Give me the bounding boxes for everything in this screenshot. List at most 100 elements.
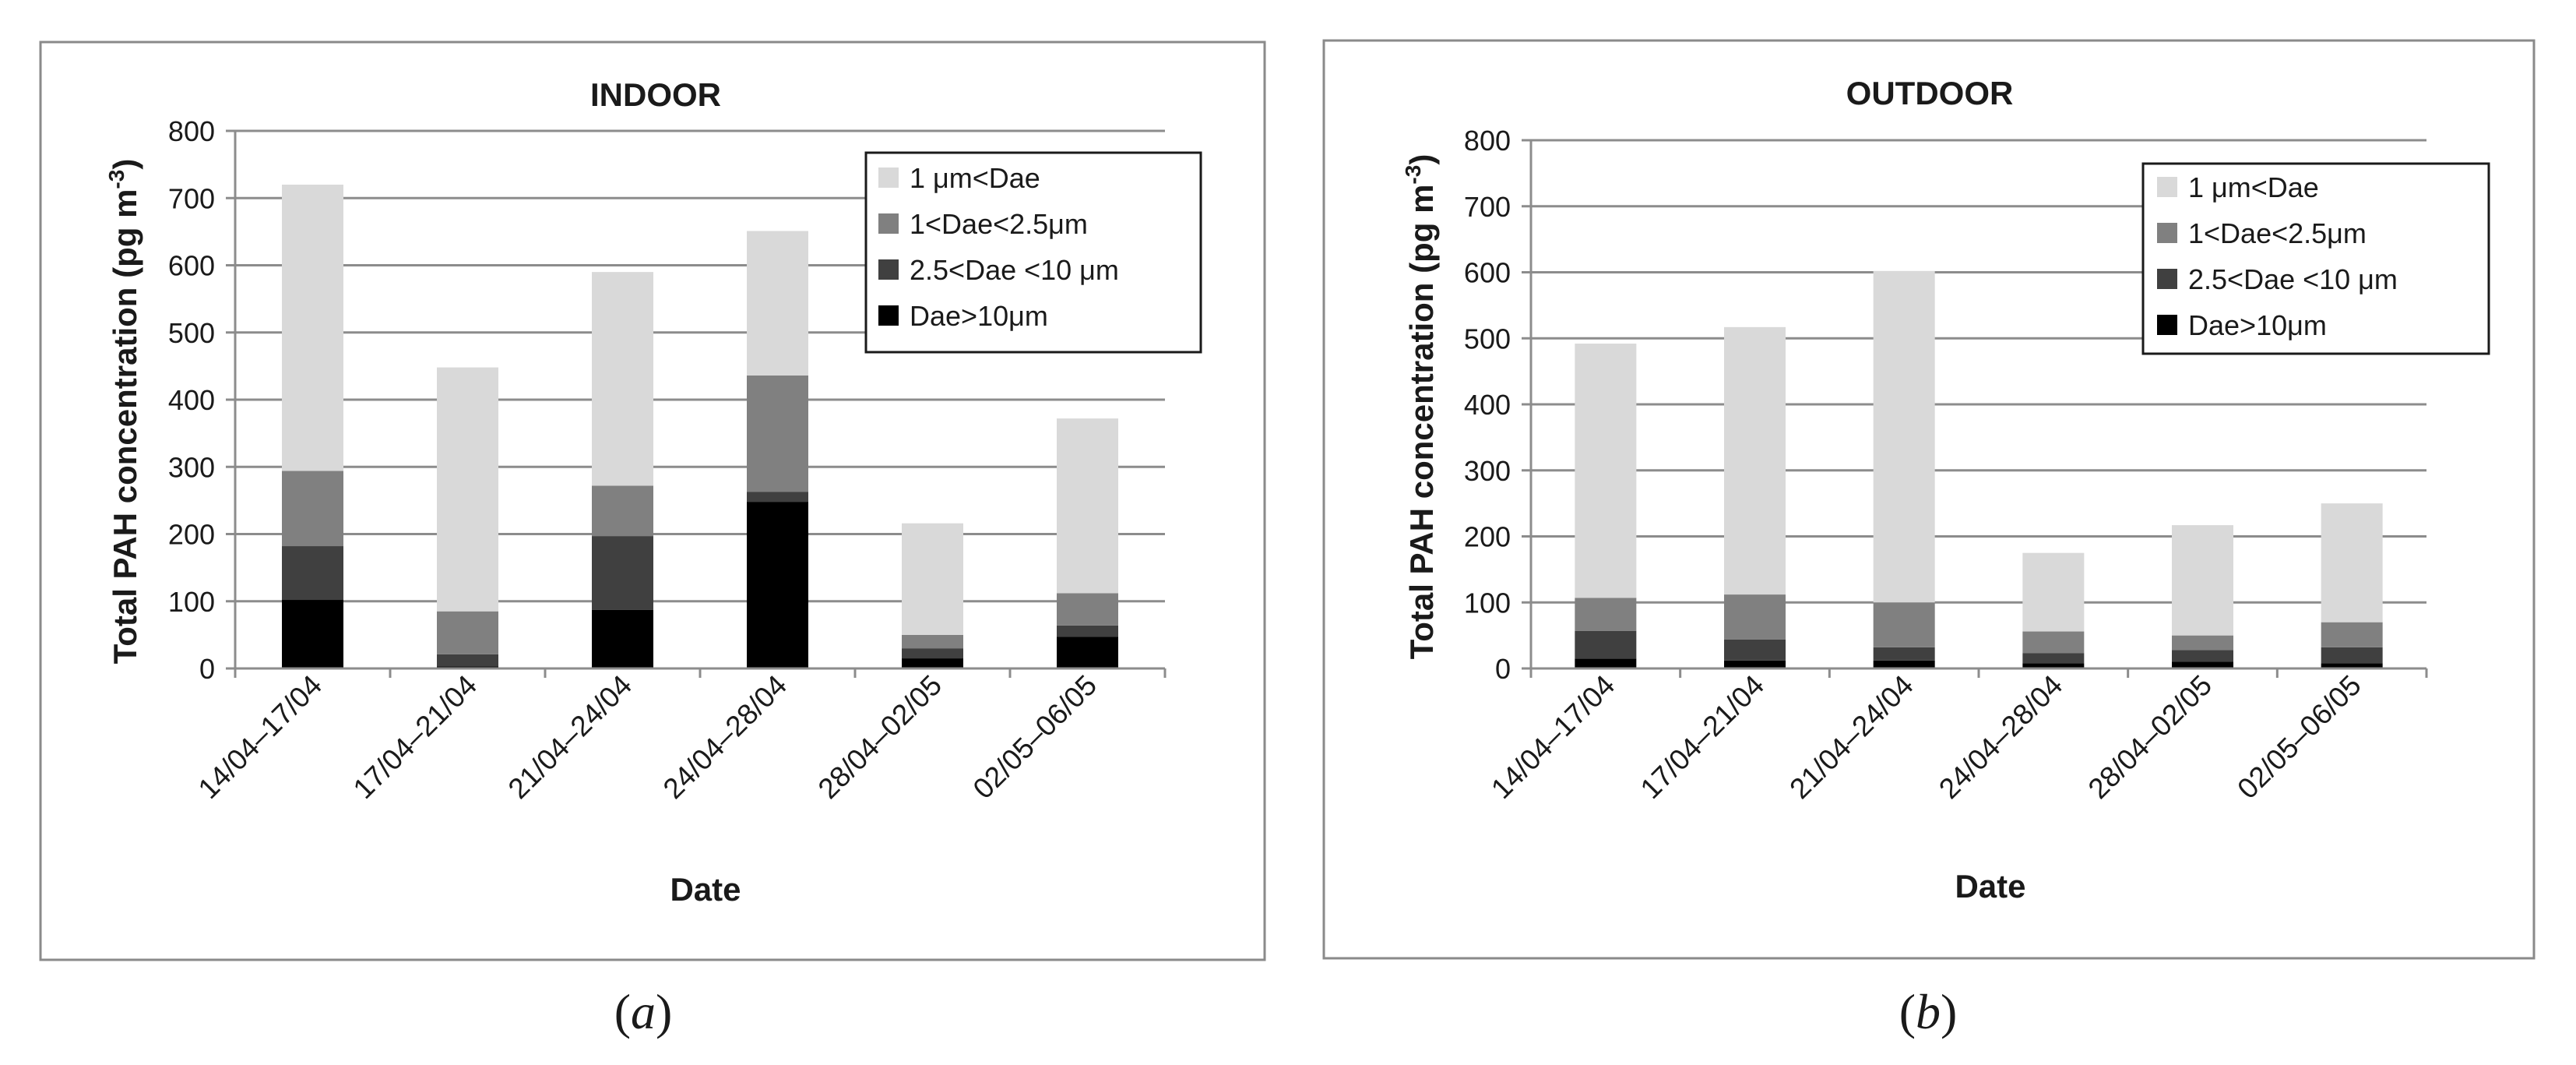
bar-segment bbox=[1724, 639, 1786, 661]
bar-segment bbox=[747, 492, 808, 503]
legend: 1 μm<Dae 1<Dae<2.5μm 2.5<Dae <10 μm Dae>10μ… bbox=[864, 151, 1202, 354]
chart-title: OUTDOOR bbox=[1846, 75, 2014, 111]
bar-segment bbox=[2321, 622, 2383, 647]
y-tick-label: 100 bbox=[168, 586, 215, 618]
y-axis-label-sup: -3 bbox=[1401, 165, 1425, 185]
legend-label: Dae>10μm bbox=[910, 300, 1048, 332]
y-axis-label-main: Total PAH concentration (pg m bbox=[1403, 185, 1440, 660]
bar-segment bbox=[1873, 270, 1935, 603]
legend-box bbox=[864, 151, 1202, 354]
y-axis-label-close: ) bbox=[1403, 154, 1440, 165]
bar-segment bbox=[2172, 650, 2233, 662]
legend-box bbox=[2141, 162, 2490, 355]
y-tick-label: 100 bbox=[1464, 587, 1511, 619]
bar-segment bbox=[282, 546, 343, 601]
bars bbox=[1575, 270, 2383, 668]
bar-segment bbox=[2321, 503, 2383, 622]
bar-segment bbox=[902, 658, 963, 668]
legend-swatch bbox=[2157, 177, 2177, 197]
bar-segment bbox=[1575, 344, 1637, 598]
bar-segment bbox=[592, 609, 653, 668]
bar-segment bbox=[1724, 594, 1786, 640]
legend-label: Dae>10μm bbox=[2188, 309, 2327, 341]
bar-segment bbox=[1724, 326, 1786, 595]
bar-segment bbox=[2172, 635, 2233, 651]
legend-swatch bbox=[2157, 223, 2177, 243]
legend-label: 2.5<Dae <10 μm bbox=[2188, 263, 2398, 295]
bar-segment bbox=[282, 471, 343, 547]
x-axis-label: Date bbox=[1955, 868, 2025, 905]
bar-segment bbox=[747, 502, 808, 668]
bar-segment bbox=[1873, 660, 1935, 668]
legend-swatch bbox=[878, 168, 899, 188]
legend-label: 1<Dae<2.5μm bbox=[2188, 217, 2367, 249]
bar-segment bbox=[2172, 661, 2233, 668]
bar-segment bbox=[902, 634, 963, 649]
bar-segment bbox=[437, 654, 498, 667]
y-tick-label: 600 bbox=[1464, 257, 1511, 289]
y-tick-label: 0 bbox=[199, 653, 215, 685]
legend-label: 1 μm<Dae bbox=[910, 162, 1040, 194]
bar-segment bbox=[902, 523, 963, 635]
bar-segment bbox=[747, 231, 808, 376]
bar-segment bbox=[2022, 631, 2085, 654]
panel-label-letter: b bbox=[1916, 984, 1941, 1039]
panel-label-letter: a bbox=[631, 984, 656, 1039]
legend-swatch bbox=[878, 259, 899, 280]
bar-segment bbox=[592, 485, 653, 537]
legend-swatch bbox=[2157, 315, 2177, 335]
bar-segment bbox=[282, 600, 343, 668]
y-tick-label: 400 bbox=[1464, 389, 1511, 421]
y-tick-label: 600 bbox=[168, 250, 215, 282]
bar-segment bbox=[1057, 637, 1118, 668]
bar-segment bbox=[1575, 658, 1637, 668]
x-axis-label: Date bbox=[670, 871, 741, 908]
legend-label: 2.5<Dae <10 μm bbox=[910, 254, 1119, 286]
y-axis-label: Total PAH concentration (pg m-3) bbox=[104, 159, 143, 665]
y-tick-label: 200 bbox=[168, 519, 215, 551]
bar-segment bbox=[1724, 660, 1786, 668]
bar-segment bbox=[2321, 663, 2383, 668]
bar-segment bbox=[2022, 653, 2085, 664]
y-tick-label: 700 bbox=[168, 182, 215, 214]
bar-segment bbox=[282, 185, 343, 471]
legend-swatch bbox=[2157, 269, 2177, 289]
y-axis-ticks: 0 100 200 300 400 500 600 700 800 bbox=[168, 115, 235, 685]
bar-segment bbox=[747, 375, 808, 492]
y-axis-label-main: Total PAH concentration (pg m bbox=[107, 189, 143, 665]
bar-segment bbox=[902, 648, 963, 659]
bar-segment bbox=[592, 272, 653, 486]
bars bbox=[282, 185, 1118, 668]
legend-label: 1<Dae<2.5μm bbox=[910, 208, 1088, 240]
bar-segment bbox=[2022, 552, 2085, 632]
bar-segment bbox=[437, 611, 498, 654]
panel-label-a: (a) bbox=[614, 984, 673, 1039]
bar-segment bbox=[1873, 647, 1935, 661]
bar-segment bbox=[1873, 602, 1935, 647]
bar-segment bbox=[1575, 630, 1637, 659]
panel-label-b: (b) bbox=[1899, 984, 1958, 1039]
bar-segment bbox=[592, 536, 653, 610]
legend-swatch bbox=[878, 213, 899, 234]
bar-segment bbox=[1057, 625, 1118, 637]
y-tick-label: 200 bbox=[1464, 521, 1511, 553]
y-tick-label: 300 bbox=[168, 451, 215, 483]
y-tick-label: 400 bbox=[168, 384, 215, 416]
y-tick-label: 500 bbox=[1464, 323, 1511, 354]
y-tick-label: 0 bbox=[1495, 653, 1511, 685]
y-axis-label-sup: -3 bbox=[104, 170, 128, 189]
y-tick-label: 500 bbox=[168, 317, 215, 349]
bar-segment bbox=[437, 367, 498, 612]
y-axis-label-close: ) bbox=[107, 159, 143, 170]
bar-segment bbox=[2321, 647, 2383, 664]
y-axis-ticks: 0 100 200 300 400 500 600 700 800 bbox=[1464, 125, 1531, 685]
y-tick-label: 700 bbox=[1464, 191, 1511, 223]
bar-segment bbox=[1057, 593, 1118, 626]
y-tick-label: 800 bbox=[168, 115, 215, 147]
chart-title: INDOOR bbox=[590, 76, 721, 113]
bar-segment bbox=[2022, 663, 2085, 668]
legend-label: 1 μm<Dae bbox=[2188, 171, 2319, 203]
